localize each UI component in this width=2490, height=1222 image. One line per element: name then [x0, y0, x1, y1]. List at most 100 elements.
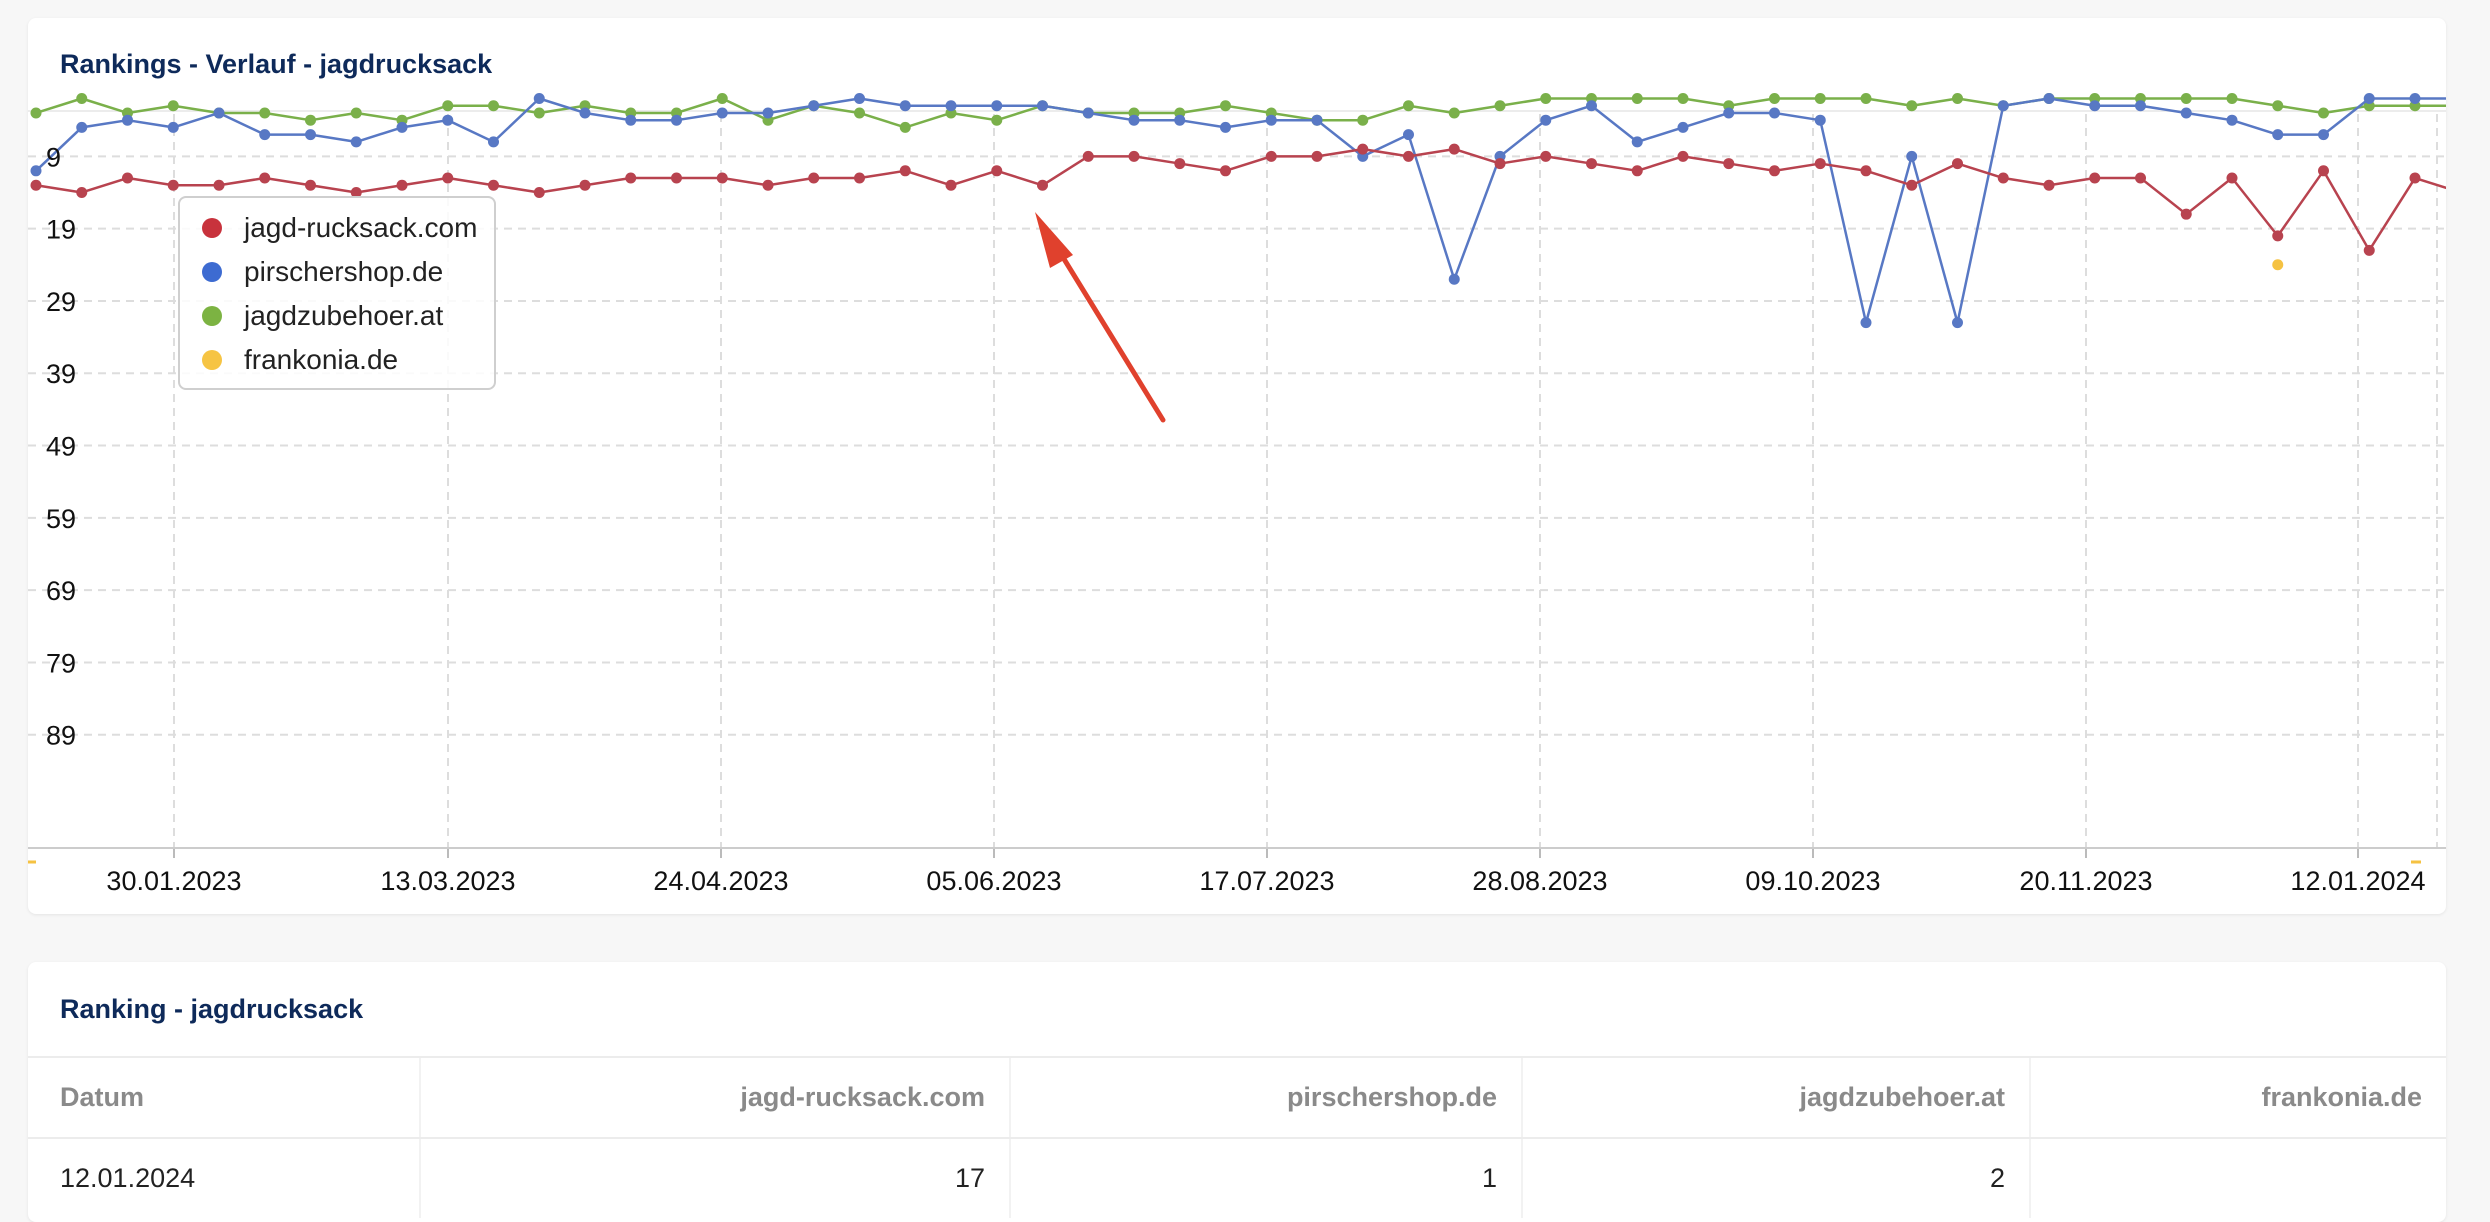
data-point-pirsch — [899, 100, 911, 112]
data-point-pirsch — [305, 129, 316, 141]
data-point-jagd — [1906, 179, 1918, 191]
data-point-jagdzu — [350, 107, 362, 119]
x-tick-label: 12.01.2024 — [2290, 866, 2425, 896]
column-header-frankonia[interactable]: frankonia.de — [2029, 1058, 2446, 1139]
legend-item-jagdzubehoer[interactable]: jagdzubehoer.at — [202, 296, 443, 336]
data-point-jagdzu — [76, 93, 88, 104]
data-point-pirsch — [1586, 100, 1597, 112]
x-tick-label: 17.07.2023 — [1199, 866, 1334, 896]
data-point-pirsch — [1952, 317, 1963, 329]
data-point-jagdzu — [899, 121, 911, 133]
data-point-jagd — [1860, 165, 1872, 177]
data-point-jagd — [991, 165, 1003, 177]
chart-legend: jagd-rucksack.com pirschershop.de jagdzu… — [178, 196, 496, 390]
column-header-datum[interactable]: Datum — [28, 1058, 420, 1139]
data-point-jagd — [167, 179, 179, 191]
data-point-pirsch — [1769, 107, 1780, 119]
column-header-jagd-rucksack[interactable]: jagd-rucksack.com — [419, 1058, 1010, 1139]
data-point-pirsch — [808, 100, 820, 112]
data-point-jagd — [2226, 172, 2238, 184]
data-point-jagdzu — [991, 114, 1003, 126]
data-point-pirsch — [991, 100, 1003, 112]
x-tick-label: 20.11.2023 — [2019, 866, 2152, 896]
data-point-pirsch — [533, 93, 545, 104]
data-point-jagd — [579, 179, 591, 191]
data-point-jagd — [1677, 150, 1689, 162]
legend-item-frankonia[interactable]: frankonia.de — [202, 340, 398, 380]
data-point-pirsch — [1174, 114, 1186, 126]
data-point-jagd — [899, 165, 911, 177]
data-point-pirsch — [2135, 100, 2146, 112]
data-point-pirsch — [1448, 273, 1460, 285]
data-point-jagd — [488, 179, 499, 191]
data-point-jagd — [2318, 165, 2329, 177]
table-row: 12.01.2024 17 1 2 — [28, 1138, 2446, 1218]
data-point-jagd — [1814, 158, 1826, 170]
data-point-jagdzu — [2180, 93, 2192, 104]
table-cell-value: 17 — [419, 1138, 1010, 1218]
data-point-pirsch — [30, 165, 42, 177]
data-point-jagdzu — [2272, 100, 2284, 112]
table-cell-value: 1 — [1009, 1138, 1522, 1218]
data-point-jagdzu — [1906, 100, 1918, 112]
data-point-jagd — [213, 179, 225, 191]
data-point-pirsch — [762, 107, 774, 119]
column-header-pirschershop[interactable]: pirschershop.de — [1009, 1058, 1522, 1139]
data-point-jagd — [1403, 150, 1414, 162]
data-point-jagd — [1540, 150, 1552, 162]
data-point-jagd — [305, 179, 316, 191]
data-point-pirsch — [1220, 121, 1231, 133]
data-point-pirsch — [2363, 93, 2375, 104]
data-point-jagdzu — [1403, 100, 1414, 112]
data-point-jagd — [1220, 165, 1231, 177]
data-point-jagd — [1723, 158, 1735, 170]
data-point-jagd — [1082, 150, 1094, 162]
data-point-pirsch — [1723, 107, 1735, 119]
data-point-jagdzu — [854, 107, 865, 119]
data-point-pirsch — [167, 121, 179, 133]
data-point-jagd — [1448, 143, 1460, 155]
x-tick-label: 28.08.2023 — [1472, 866, 1607, 896]
data-point-jagdzu — [2226, 93, 2238, 104]
data-point-jagd — [396, 179, 408, 191]
legend-item-pirschershop[interactable]: pirschershop.de — [202, 252, 443, 292]
data-point-pirsch — [1037, 100, 1048, 112]
column-header-jagdzubehoer[interactable]: jagdzubehoer.at — [1521, 1058, 2030, 1139]
data-point-jagd — [1586, 158, 1597, 170]
data-point-jagdzu — [167, 100, 179, 112]
rankings-history-card: Rankings - Verlauf - jagdrucksack 9 19 29 3… — [28, 18, 2446, 914]
data-point-jagd — [1494, 158, 1506, 170]
data-point-jagdzu — [1677, 93, 1689, 104]
series-line-pirsch — [35, 97, 2446, 324]
data-point-jagdzu — [1860, 93, 1872, 104]
data-point-pirsch — [2180, 107, 2192, 119]
legend-label: frankonia.de — [244, 344, 399, 375]
annotation-arrow-shaft — [1053, 243, 1166, 423]
table-cell-value: 2 — [1521, 1138, 2030, 1218]
rankings-line-chart[interactable]: 9 19 29 39 49 59 69 79 89 30.01.2023 13.03.2023 24.… — [28, 18, 2446, 914]
data-point-jagd — [2180, 208, 2192, 220]
data-point-pirsch — [1860, 317, 1872, 329]
data-point-pirsch — [1311, 114, 1323, 126]
data-point-jagd — [1952, 158, 1963, 170]
data-point-jagd — [2409, 172, 2421, 184]
x-tick-label: 13.03.2023 — [380, 866, 515, 896]
data-point-pirsch — [2226, 114, 2238, 126]
data-point-jagd — [671, 172, 682, 184]
legend-item-jagd-rucksack[interactable]: jagd-rucksack.com — [202, 208, 477, 248]
data-point-jagd — [2043, 179, 2055, 191]
data-point-pirsch — [716, 107, 728, 119]
data-point-jagd — [1997, 172, 2009, 184]
x-tick-label: 05.06.2023 — [926, 866, 1061, 896]
table-cell-value — [2029, 1138, 2446, 1218]
data-point-pirsch — [2318, 129, 2329, 141]
data-point-jagd — [76, 186, 88, 198]
data-point-pirsch — [442, 114, 454, 126]
data-point-jagdzu — [30, 107, 42, 119]
data-point-pirsch — [1906, 150, 1918, 162]
legend-label: jagd-rucksack.com — [244, 212, 478, 243]
y-tick-label: 59 — [46, 504, 76, 534]
data-point-pirsch — [945, 100, 957, 112]
table-cell-date: 12.01.2024 — [60, 1163, 196, 1193]
data-point-jagd — [1174, 158, 1186, 170]
